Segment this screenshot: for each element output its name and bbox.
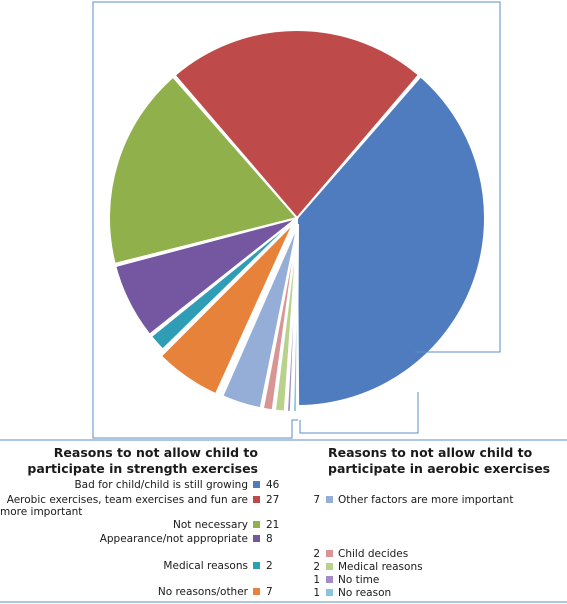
legend-value: 2: [313, 561, 320, 573]
legend-swatch: [253, 521, 260, 528]
legend-swatch: [253, 588, 260, 595]
legend-swatch: [326, 496, 333, 503]
strength-slice-6: [159, 222, 295, 396]
legend-value: 7: [266, 586, 273, 598]
legend-value: 8: [266, 533, 273, 545]
legend-item: Bad for child/child is still growing 46: [0, 479, 290, 493]
legend-item: No reason 1: [300, 587, 567, 601]
legend-swatch: [326, 550, 333, 557]
legend-swatch: [326, 563, 333, 570]
legend-item: Medical reasons 2: [300, 561, 567, 575]
aerobic-slice-1: [221, 223, 299, 410]
strength-slice-2: [173, 29, 421, 220]
legend-item: Not necessary 21: [0, 519, 290, 533]
legend-item: Aerobic exercises, team exercises and fu…: [0, 494, 290, 518]
legend-value: 1: [313, 574, 320, 586]
legend-value: 2: [266, 560, 273, 572]
legend-item: Other factors are more important 7: [300, 494, 567, 508]
legend-label: Bad for child/child is still growing: [74, 479, 248, 491]
legend-label: Aerobic exercises, team exercises and fu…: [0, 494, 248, 518]
aerobic-frame-line: [299, 392, 419, 434]
strength-legend-heading: Reasons to not allow child to participat…: [27, 445, 258, 476]
legend-value: 27: [266, 494, 280, 506]
legend-item: Child decides 2: [300, 548, 567, 562]
legend-item: No time 1: [300, 574, 567, 588]
legend-label: Child decides: [338, 548, 409, 560]
strength-slice-1: [295, 74, 486, 408]
legend-value: 2: [313, 548, 320, 560]
legend-label: Other factors are more important: [338, 494, 514, 506]
legend-value: 21: [266, 519, 280, 531]
legend-item: Appearance/not appropriate 8: [0, 533, 290, 547]
legend-label: Not necessary: [173, 519, 248, 531]
legend-label: Medical reasons: [163, 560, 248, 572]
legend-label: Appearance/not appropriate: [99, 533, 248, 545]
aerobic-legend-heading: Reasons to not allow child to participat…: [328, 445, 551, 476]
strength-slice-4: [114, 217, 298, 337]
legend-swatch: [253, 496, 260, 503]
legend-swatch: [326, 589, 333, 596]
legend-swatch: [253, 562, 260, 569]
legend-swatch: [326, 576, 333, 583]
legend-value: 1: [313, 587, 320, 599]
legend-label: No reason: [338, 587, 392, 599]
legend-value: 7: [313, 494, 320, 506]
legend-swatch: [253, 481, 260, 488]
pie-slices: [108, 29, 486, 414]
legend-value: 46: [266, 479, 280, 491]
legend-label: Medical reasons: [338, 561, 423, 573]
legend-swatch: [253, 535, 260, 542]
strength-frame-line: [92, 1, 501, 439]
strength-slice-5: [149, 217, 298, 351]
legend-item: No reasons/other 7: [0, 586, 290, 600]
legend-label: No time: [338, 574, 380, 586]
legend-label: No reasons/other: [157, 586, 248, 598]
legend-item: Medical reasons 2: [0, 560, 290, 574]
strength-slice-3: [108, 75, 299, 266]
